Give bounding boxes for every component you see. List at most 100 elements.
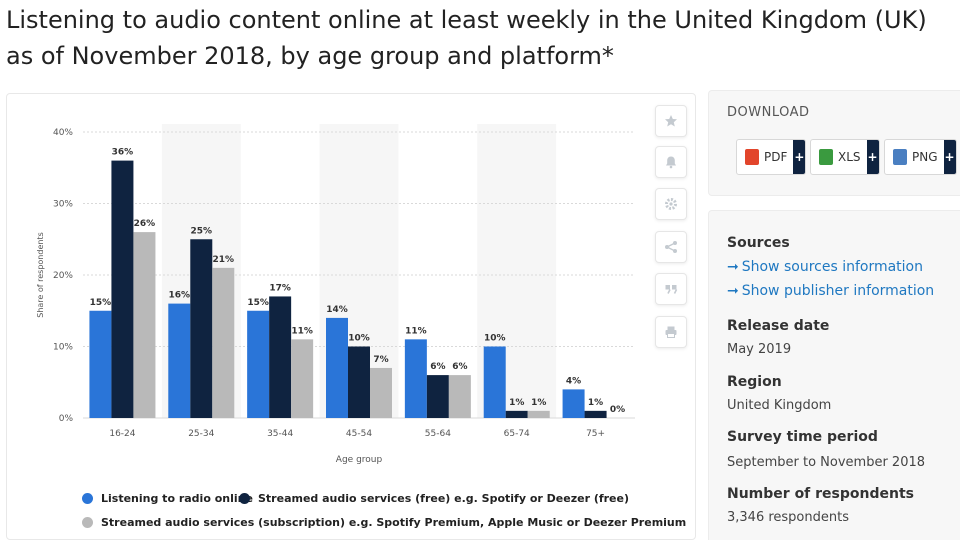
show-publisher-label: Show publisher information [741, 283, 935, 299]
share-button[interactable] [655, 231, 687, 263]
y-tick-label: 0% [59, 414, 74, 424]
bar-35-44-series-1 [269, 296, 292, 418]
legend-swatch-radio [82, 493, 93, 504]
legend-item-free[interactable]: Streamed audio services (free) e.g. Spot… [239, 492, 629, 505]
x-tick-label: 25-34 [188, 429, 214, 439]
data-label: 11% [405, 326, 427, 336]
download-panel: DOWNLOAD PDF + XLS + PNG + [708, 90, 960, 196]
data-label: 15% [90, 298, 112, 308]
data-label: 4% [566, 376, 581, 386]
x-axis-label: Age group [336, 455, 383, 465]
chart-card: 0% 10% 20% 30% 40% Share of respondents 15% 36%… [6, 93, 696, 540]
data-label: 1% [509, 398, 524, 408]
data-label: 17% [269, 283, 291, 293]
y-tick-label: 40% [53, 128, 73, 138]
gear-icon [665, 198, 677, 210]
legend-swatch-free [239, 493, 250, 504]
survey-period-value: September to November 2018 [727, 455, 926, 470]
plus-icon: + [793, 140, 806, 174]
data-label: 1% [588, 398, 603, 408]
x-tick-label: 65-74 [504, 429, 530, 439]
bar-35-44-series-2 [291, 339, 314, 418]
data-label: 14% [326, 305, 348, 315]
legend-label-free: Streamed audio services (free) e.g. Spot… [258, 492, 630, 505]
arrow-right-icon: ➞ [727, 283, 739, 299]
legend-label-radio: Listening to radio online [101, 492, 253, 505]
data-label: 10% [484, 334, 506, 344]
y-axis-label: Share of respondents [36, 232, 45, 318]
data-label: 36% [112, 148, 134, 158]
pdf-file-icon [745, 149, 759, 165]
data-label: 15% [247, 298, 269, 308]
bar-45-54-series-2 [370, 367, 392, 418]
respondents-value: 3,346 respondents [727, 510, 849, 525]
cite-button[interactable] [655, 273, 687, 305]
show-publisher-link[interactable]: ➞ Show publisher information [727, 283, 934, 299]
respondents-heading: Number of respondents [727, 486, 914, 502]
bell-icon [666, 156, 676, 169]
star-icon [665, 115, 677, 127]
data-label: 7% [373, 355, 388, 365]
data-label: 6% [430, 362, 445, 372]
data-label: 21% [213, 255, 235, 265]
bar-25-34-series-2 [212, 267, 235, 418]
sources-heading: Sources [727, 235, 790, 251]
survey-period-heading: Survey time period [727, 429, 878, 445]
release-date-value: May 2019 [727, 342, 792, 357]
download-xls-button[interactable]: XLS + [810, 139, 880, 175]
download-pdf-button[interactable]: PDF + [736, 139, 807, 175]
bar-45-54-series-1 [348, 346, 370, 418]
data-label: 10% [348, 334, 370, 344]
print-icon [665, 326, 677, 338]
bar-45-54-series-0 [326, 317, 348, 418]
bar-16-24-series-0 [89, 310, 112, 418]
download-png-label: PNG [912, 150, 938, 164]
plus-icon: + [943, 140, 956, 174]
legend-swatch-subscription [82, 517, 93, 528]
legend-label-subscription: Streamed audio services (subscription) e… [101, 516, 687, 529]
bar-55-64-series-2 [448, 375, 471, 418]
bar-16-24-series-1 [111, 160, 134, 418]
download-title: DOWNLOAD [727, 105, 810, 120]
data-label: 11% [291, 326, 313, 336]
data-label: 6% [452, 362, 467, 372]
download-png-button[interactable]: PNG + [884, 139, 957, 175]
legend-item-radio[interactable]: Listening to radio online [82, 492, 253, 505]
statistic-info-panel: Sources ➞ Show sources information ➞ Show … [708, 210, 960, 540]
bar-65-74-series-2 [527, 410, 550, 418]
x-tick-label: 75+ [586, 429, 605, 439]
data-label: 1% [531, 398, 546, 408]
plus-icon: + [866, 140, 879, 174]
download-pdf-label: PDF [764, 150, 788, 164]
print-button[interactable] [655, 316, 687, 348]
show-sources-link[interactable]: ➞ Show sources information [727, 259, 923, 275]
bar-35-44-series-0 [247, 310, 270, 418]
y-tick-label: 10% [53, 343, 73, 353]
x-tick-label: 35-44 [267, 429, 293, 439]
release-date-heading: Release date [727, 318, 830, 334]
x-tick-label: 55-64 [425, 429, 451, 439]
bar-16-24-series-2 [133, 232, 156, 418]
xls-file-icon [819, 149, 833, 165]
chart-svg: 0% 10% 20% 30% 40% Share of respondents 15% 36%… [36, 124, 635, 465]
bell-button[interactable] [655, 146, 687, 178]
bar-65-74-series-0 [483, 346, 506, 418]
arrow-right-icon: ➞ [727, 259, 739, 275]
legend-item-subscription[interactable]: Streamed audio services (subscription) e… [82, 516, 686, 529]
x-tick-label: 16-24 [109, 429, 135, 439]
png-file-icon [893, 149, 907, 165]
show-sources-label: Show sources information [741, 259, 923, 275]
share-icon [665, 241, 677, 253]
quote-icon [665, 285, 678, 294]
bar-55-64-series-1 [426, 375, 449, 418]
region-heading: Region [727, 374, 782, 390]
y-tick-label: 20% [53, 271, 73, 281]
data-label: 0% [610, 405, 625, 415]
bar-65-74-series-1 [505, 410, 528, 418]
page-title: Listening to audio content online at lea… [6, 6, 927, 70]
settings-button[interactable] [655, 188, 687, 220]
bar-75+-series-0 [562, 389, 585, 418]
region-value: United Kingdom [727, 398, 832, 413]
x-tick-label: 45-54 [346, 429, 372, 439]
star-button[interactable] [655, 105, 687, 137]
